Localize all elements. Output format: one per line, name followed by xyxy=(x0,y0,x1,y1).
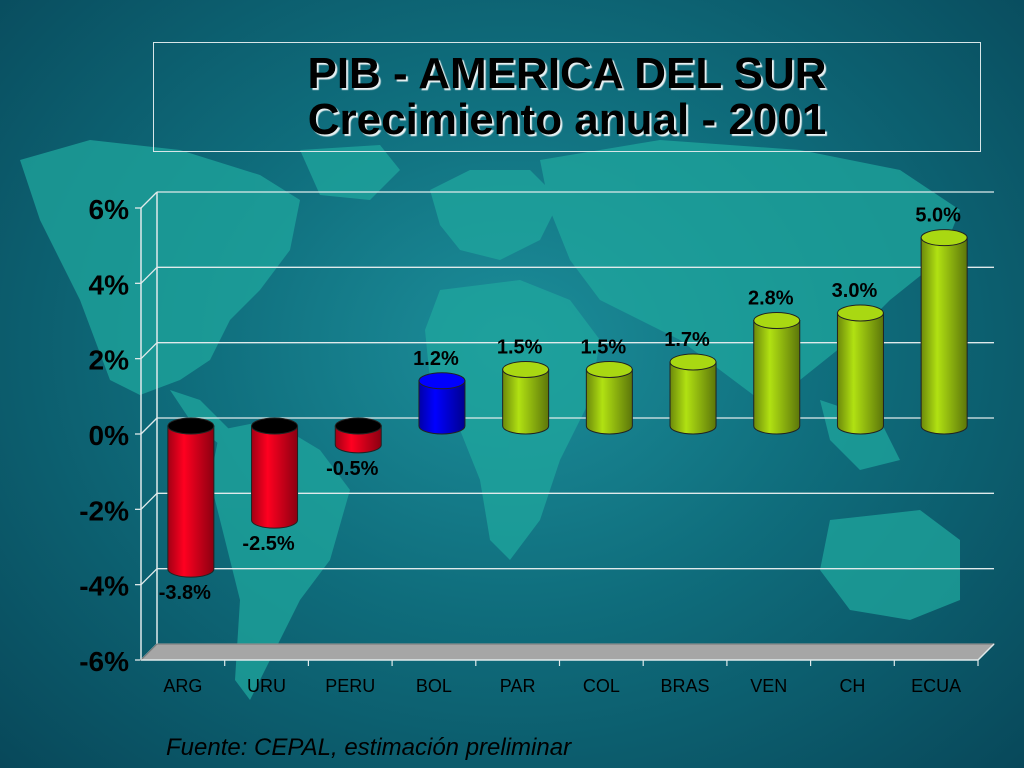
chart-title: PIB - AMERICA DEL SUR xyxy=(307,49,827,98)
x-tick-label: BRAS xyxy=(661,676,710,696)
x-tick-label: URU xyxy=(247,676,286,696)
bar-cap xyxy=(334,417,382,435)
bar-par xyxy=(502,361,550,435)
floor-top xyxy=(139,643,996,661)
data-label: 5.0% xyxy=(915,205,961,227)
bars-layer xyxy=(167,229,968,578)
x-tick-label: BOL xyxy=(416,676,452,696)
bar-cap xyxy=(502,361,550,378)
data-label: 1.7% xyxy=(664,329,710,351)
bar-cap xyxy=(418,372,466,390)
bar-body xyxy=(753,320,801,435)
bar-body xyxy=(585,369,633,435)
bar-body xyxy=(418,380,466,435)
bar-cap xyxy=(836,304,884,322)
bar-bol xyxy=(418,372,466,435)
bar-ven xyxy=(753,312,801,435)
y-tick-label: 2% xyxy=(89,345,130,376)
x-tick-label: PERU xyxy=(325,676,375,696)
bar-bras xyxy=(669,353,717,435)
x-tick-label: COL xyxy=(583,676,620,696)
bar-cap xyxy=(920,229,968,247)
bar-cap xyxy=(753,312,801,330)
gridline-side xyxy=(140,417,158,435)
bar-cap xyxy=(585,361,633,378)
data-label: 3.0% xyxy=(832,280,878,302)
bar-uru xyxy=(251,417,299,529)
data-label: -3.8% xyxy=(159,582,211,604)
source-footnote: Fuente: CEPAL, estimación preliminar xyxy=(166,734,572,761)
y-axis-tick-labels: 6% 4% 2% 0% -2% -4% -6% xyxy=(79,194,129,677)
x-tick-label: ECUA xyxy=(911,676,961,696)
bar-arg xyxy=(167,417,215,578)
data-labels: -3.8% -2.5% -0.5% 1.2% 1.5% 1.5% 1.7% 2.8% 3.0% 5… xyxy=(159,205,961,604)
chart-subtitle: Crecimiento anual - 2001 xyxy=(307,95,827,144)
y-tick-label: 0% xyxy=(89,420,130,451)
bar-body xyxy=(502,369,550,435)
bar-cap xyxy=(167,417,215,435)
gridline-side xyxy=(140,191,158,209)
title-box: PIB - AMERICA DEL SUR Crecimiento anual … xyxy=(153,42,981,152)
grid-layer xyxy=(135,191,994,661)
bar-body xyxy=(251,425,299,529)
data-label: -0.5% xyxy=(326,458,378,480)
y-tick-label: -2% xyxy=(79,495,129,526)
data-label: -2.5% xyxy=(242,533,294,555)
x-tick-label: PAR xyxy=(500,676,536,696)
gridline-side xyxy=(140,342,158,360)
x-tick-label: CH xyxy=(839,676,865,696)
bar-ecua xyxy=(920,229,968,435)
y-tick-label: -4% xyxy=(79,571,129,602)
bar-body xyxy=(836,312,884,435)
gridline-side xyxy=(140,492,158,510)
y-tick-label: -6% xyxy=(79,646,129,677)
y-tick-label: 6% xyxy=(89,194,130,225)
chart-floor xyxy=(139,643,996,666)
bar-peru xyxy=(334,417,382,454)
bar-ch xyxy=(836,304,884,435)
x-tick-label: ARG xyxy=(163,676,202,696)
x-axis-tick-labels: ARG URU PERU BOL PAR COL BRAS VEN CH ECUA xyxy=(163,676,961,696)
bar-cap xyxy=(669,353,717,371)
bar-cap xyxy=(251,417,299,435)
data-label: 1.5% xyxy=(581,337,627,359)
floor-edge xyxy=(977,643,995,661)
bar-body xyxy=(669,361,717,435)
gridline-side xyxy=(140,266,158,284)
bar-body xyxy=(920,237,968,435)
data-label: 1.5% xyxy=(497,337,543,359)
bar-col xyxy=(585,361,633,435)
data-label: 1.2% xyxy=(413,348,459,370)
x-tick-label: VEN xyxy=(750,676,787,696)
gridline-side xyxy=(140,568,158,586)
bar-body xyxy=(167,425,215,578)
y-tick-label: 4% xyxy=(89,269,130,300)
data-label: 2.8% xyxy=(748,288,794,310)
